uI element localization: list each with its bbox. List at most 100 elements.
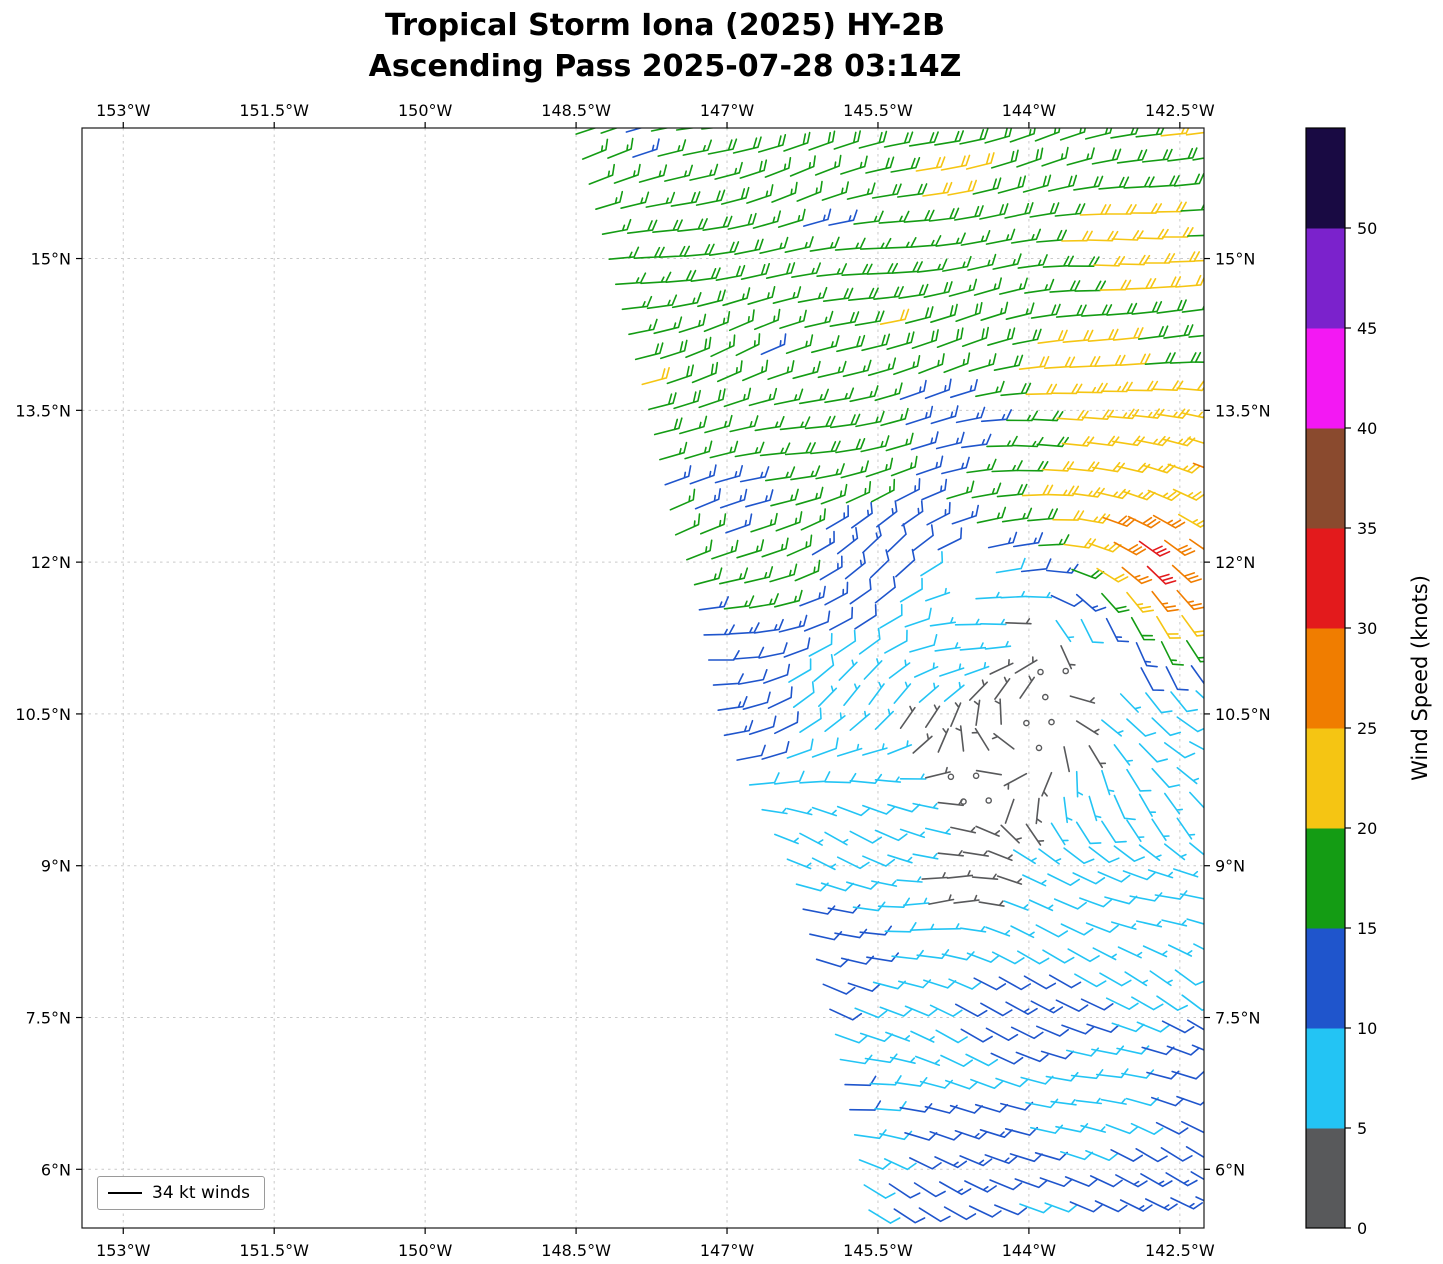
colorbar-tick-label: 40 [1357, 419, 1377, 438]
wind-barb [1020, 558, 1052, 573]
wind-barb [946, 870, 974, 879]
wind-barb [966, 458, 997, 474]
wind-barb [929, 617, 956, 627]
wind-barb [887, 803, 921, 813]
wind-barb [693, 567, 723, 586]
wind-barb [991, 460, 1023, 473]
legend: 34 kt winds [97, 1176, 265, 1210]
wind-barb [910, 235, 942, 248]
wind-barb [851, 502, 873, 529]
wind-barb [1044, 356, 1076, 369]
wind-barb [1155, 1121, 1189, 1135]
wind-barb [1072, 872, 1106, 885]
wind-barb [1023, 975, 1057, 990]
wind-barb [1192, 157, 1204, 161]
wind-barb [690, 267, 721, 282]
map-gridlines [82, 128, 1204, 1228]
wind-barb [821, 181, 849, 201]
wind-barb [862, 743, 888, 756]
wind-barb [1126, 819, 1145, 842]
wind-barb [1179, 893, 1204, 900]
wind-barb [959, 642, 987, 651]
wind-barb [1105, 997, 1139, 1010]
wind-barb [1056, 410, 1089, 421]
wind-barb [1174, 969, 1204, 986]
wind-barb [820, 882, 854, 892]
wind-barb [600, 128, 619, 134]
colorbar-segment [1306, 828, 1345, 929]
wind-barb [799, 707, 822, 733]
wind-barb [874, 576, 896, 604]
wind-barb [1012, 328, 1042, 345]
wind-barb [1075, 593, 1107, 612]
wind-barb [1113, 845, 1145, 862]
wind-barb [846, 881, 880, 890]
wind-barb [935, 232, 966, 247]
wind-barb [797, 286, 828, 303]
wind-barb [1027, 508, 1058, 522]
wind-barb [1176, 1095, 1204, 1106]
wind-barb [978, 900, 1005, 907]
wind-barb [774, 833, 799, 845]
wind-barb [879, 603, 903, 629]
wind-barb [1191, 1044, 1204, 1051]
wind-barb [1075, 1097, 1102, 1105]
wind-barb [683, 243, 715, 257]
wind-barb [935, 1029, 968, 1044]
wind-barb [1041, 146, 1069, 167]
wind-barb [913, 1182, 946, 1198]
wind-barb [1063, 538, 1097, 549]
wind-barb [964, 1180, 997, 1193]
y-tick-label: 7.5°N [26, 1009, 71, 1028]
wind-barb [934, 1156, 968, 1169]
wind-barb [1138, 540, 1171, 557]
wind-barb [1019, 675, 1035, 699]
wind-barb [809, 931, 843, 941]
wind-barb [799, 771, 831, 784]
wind-barb [809, 236, 840, 252]
wind-barb [1119, 353, 1151, 366]
wind-barb [1017, 254, 1048, 269]
wind-barb [1054, 203, 1086, 217]
wind-barb [840, 460, 869, 479]
wind-barb [854, 1007, 888, 1019]
wind-barb [840, 155, 868, 175]
wind-barb [874, 382, 903, 402]
wind-barb [980, 301, 1009, 321]
x-tick-label: 150°W [398, 1241, 453, 1260]
wind-barb [1110, 1149, 1143, 1162]
wind-barb [975, 769, 1002, 776]
wind-barb [945, 1079, 979, 1090]
colorbar-segment [1306, 528, 1345, 629]
wind-barb [1138, 743, 1168, 763]
wind-barb [1000, 382, 1032, 397]
wind-barb [747, 286, 776, 305]
wind-barb [1046, 563, 1079, 574]
wind-barb [961, 433, 992, 449]
colorbar: 0 5 10 15 20 25 30 35 40 45 50 [1305, 127, 1377, 1238]
wind-barb [954, 205, 984, 221]
wind-barb [846, 182, 876, 200]
wind-barb [866, 262, 898, 275]
wind-barb [904, 1005, 938, 1017]
wind-barb [810, 440, 841, 455]
wind-barb [1010, 1026, 1044, 1040]
wind-barb [1115, 1174, 1148, 1188]
wind-barb [1111, 1022, 1145, 1033]
wind-barb [1018, 355, 1050, 370]
wind-barb [723, 719, 754, 737]
wind-barb [845, 481, 872, 504]
wind-barb [811, 737, 839, 758]
wind-barb [1055, 619, 1075, 643]
wind-barb [936, 327, 964, 348]
wind-barb [828, 209, 858, 226]
wind-barb [813, 654, 835, 682]
wind-barb [1131, 996, 1164, 1011]
wind-barb [722, 287, 751, 307]
x-tick-label: 151.5°W [239, 1241, 309, 1260]
wind-barb [759, 442, 791, 457]
wind-barb [803, 108, 830, 125]
wind-barb [998, 976, 1031, 991]
y-tick-label: 10.5°N [1215, 705, 1271, 724]
y-tick-label: 9°N [41, 857, 71, 876]
